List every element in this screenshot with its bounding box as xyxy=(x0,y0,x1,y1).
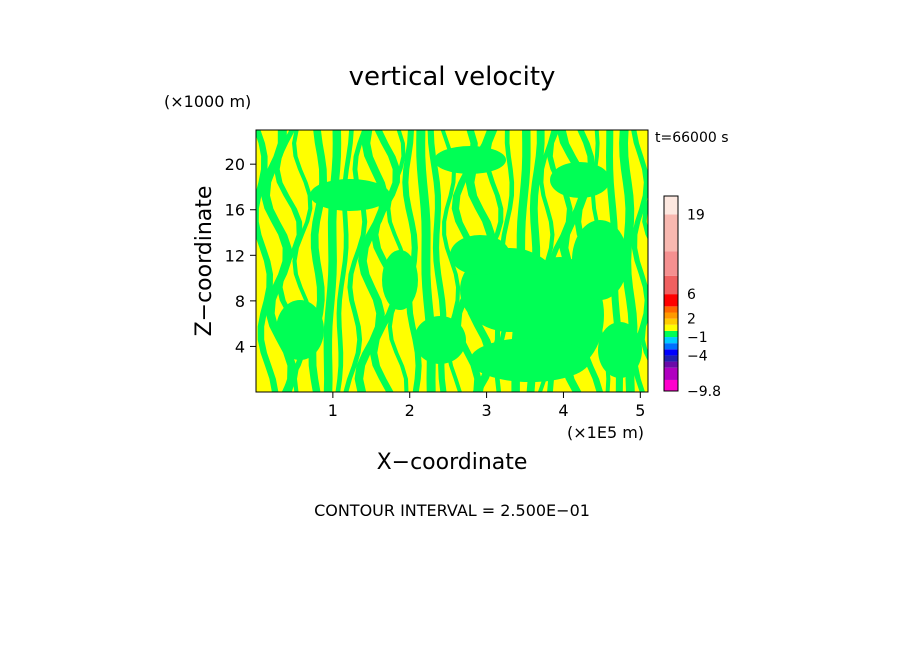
colorbar-segment xyxy=(664,343,678,350)
field-band xyxy=(261,130,297,392)
x-axis-label: X−coordinate xyxy=(377,450,528,475)
colorbar-segment xyxy=(664,275,678,295)
z-tick-label: 4 xyxy=(235,337,245,356)
colorbar-segment xyxy=(664,367,678,380)
field-blob xyxy=(310,179,390,211)
field-band xyxy=(619,130,638,392)
contour-interval-label: CONTOUR INTERVAL = 2.500E−01 xyxy=(314,501,590,520)
time-label: t=66000 s xyxy=(655,130,729,146)
x-tick-label: 3 xyxy=(481,401,491,420)
z-unit-label: (×1000 m) xyxy=(164,92,251,111)
colorbar-segment xyxy=(664,379,678,391)
colorbar-segment xyxy=(664,349,678,356)
field-blob xyxy=(434,146,506,174)
field-blob xyxy=(276,300,324,360)
colorbar-segment xyxy=(664,312,678,319)
x-tick-label: 5 xyxy=(635,401,645,420)
colorbar-segment xyxy=(664,318,678,325)
field-band xyxy=(335,130,354,392)
colorbar-segment xyxy=(664,361,678,368)
field-band xyxy=(369,130,401,392)
x-tick-label: 1 xyxy=(328,401,338,420)
field-blob xyxy=(470,338,590,382)
field-blob xyxy=(414,316,466,364)
field-blob xyxy=(450,235,510,275)
field-band xyxy=(292,130,313,392)
colorbar-label: 6 xyxy=(687,287,696,303)
field-band xyxy=(440,130,462,392)
z-tick-label: 8 xyxy=(235,292,245,311)
colorbar-label: −1 xyxy=(687,330,708,346)
field-blob xyxy=(550,162,610,198)
field-blob xyxy=(572,220,628,300)
colorbar-segment xyxy=(664,306,678,313)
colorbar-label: −9.8 xyxy=(687,384,721,400)
colorbar-segment xyxy=(664,337,678,344)
colorbar: 19 6 2 −1 −4 −9.8 xyxy=(663,195,721,400)
colorbar-segment xyxy=(664,355,678,362)
x-unit-label: (×1E5 m) xyxy=(567,423,644,442)
colorbar-label: 2 xyxy=(687,312,696,328)
velocity-field xyxy=(256,130,648,392)
z-tick-label: 16 xyxy=(225,201,245,220)
field-band xyxy=(386,130,409,392)
field-blob xyxy=(598,322,642,378)
colorbar-segment xyxy=(664,324,678,331)
colorbar-segment xyxy=(664,196,678,215)
colorbar-segment xyxy=(664,330,678,338)
colorbar-segment xyxy=(664,294,678,307)
plot-frame xyxy=(255,129,649,393)
colorbar-label: −4 xyxy=(687,348,708,364)
colorbar-segment xyxy=(664,251,678,276)
x-tick-label: 2 xyxy=(405,401,415,420)
field-blob xyxy=(382,250,418,310)
z-tick-label: 20 xyxy=(225,155,245,174)
x-axis: 1 2 3 4 5 xyxy=(328,392,645,420)
field-bands xyxy=(256,130,648,392)
field-band xyxy=(640,197,648,362)
colorbar-frame xyxy=(663,195,679,392)
field-band xyxy=(256,130,279,392)
z-axis: 4 8 12 16 20 xyxy=(225,155,256,356)
field-band xyxy=(464,130,496,392)
x-tick-label: 4 xyxy=(558,401,568,420)
colorbar-label: 19 xyxy=(687,207,705,223)
colorbar-segment xyxy=(664,214,678,252)
z-axis-label: Z−coordinate xyxy=(192,186,217,337)
z-tick-label: 12 xyxy=(225,246,245,265)
chart-title: vertical velocity xyxy=(349,62,556,92)
